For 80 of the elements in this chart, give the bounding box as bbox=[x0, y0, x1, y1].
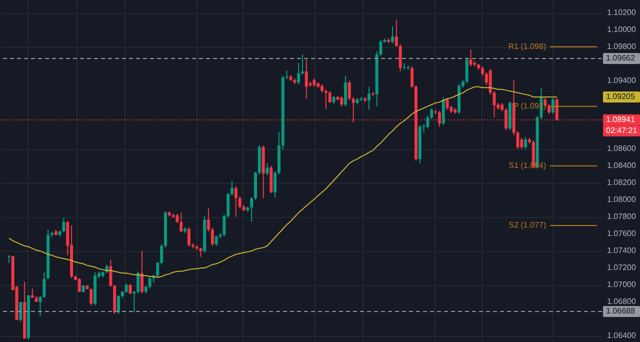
candlestick bbox=[250, 196, 254, 223]
candlestick bbox=[109, 258, 112, 288]
y-tick-label: 1.07000 bbox=[607, 280, 636, 289]
candlestick bbox=[324, 88, 328, 110]
y-tick-label: 1.09400 bbox=[607, 76, 636, 85]
candlestick bbox=[238, 196, 242, 209]
candlestick bbox=[207, 208, 210, 232]
candlestick bbox=[410, 66, 414, 88]
candlestick bbox=[394, 19, 398, 48]
candlestick bbox=[136, 270, 140, 294]
candlestick bbox=[426, 115, 430, 129]
candlestick bbox=[348, 80, 351, 101]
y-tick-label: 1.07400 bbox=[607, 246, 636, 255]
y-tick-label: 1.10200 bbox=[607, 8, 636, 17]
y-tick-label: 1.09800 bbox=[607, 42, 636, 51]
candlestick bbox=[328, 90, 332, 104]
y-tick-label: 1.08400 bbox=[607, 160, 636, 170]
candlestick bbox=[156, 262, 160, 278]
candlestick bbox=[7, 254, 10, 264]
candlestick bbox=[78, 278, 81, 292]
candlestick bbox=[446, 97, 449, 110]
candlestick bbox=[390, 26, 394, 44]
candlestick bbox=[124, 282, 128, 294]
candlestick bbox=[398, 44, 402, 72]
candlestick bbox=[340, 96, 344, 107]
candlestick bbox=[176, 213, 179, 224]
ref-line-label: 1.09662 bbox=[606, 54, 636, 63]
y-tick-label: 1.08600 bbox=[607, 144, 636, 153]
candlestick bbox=[266, 162, 269, 176]
candlestick bbox=[234, 186, 238, 218]
candlestick bbox=[226, 192, 230, 218]
candlestick bbox=[304, 59, 308, 100]
candlestick bbox=[38, 296, 42, 317]
candlestick bbox=[30, 288, 34, 298]
candlestick bbox=[300, 54, 304, 76]
ref-line-label: 1.08941 bbox=[606, 114, 636, 124]
candlestick bbox=[180, 212, 183, 233]
candlestick bbox=[222, 214, 226, 238]
candlestick bbox=[469, 48, 472, 67]
text: 1.09205 bbox=[606, 92, 636, 101]
candlestick bbox=[442, 96, 445, 126]
y-tick-label: 1.06400 bbox=[607, 331, 636, 340]
candlestick bbox=[488, 68, 492, 95]
candlestick bbox=[430, 108, 434, 120]
candlestick bbox=[297, 62, 300, 85]
candlestick bbox=[368, 86, 371, 110]
candlestick bbox=[344, 75, 348, 107]
candlestick bbox=[524, 136, 528, 150]
ref-line-label: S2 (1.077) bbox=[508, 220, 546, 230]
candlestick bbox=[210, 228, 214, 246]
y-tick-label: 1.07200 bbox=[607, 262, 636, 272]
y-tick-label: 1.07800 bbox=[607, 212, 636, 221]
candlestick bbox=[90, 288, 93, 306]
candlestick bbox=[132, 290, 136, 313]
candlestick bbox=[492, 90, 496, 118]
candlestick bbox=[548, 103, 551, 114]
candlestick bbox=[199, 247, 202, 258]
y-tick-label: 1.10000 bbox=[607, 24, 636, 34]
candlestick bbox=[117, 294, 120, 314]
candlestick bbox=[465, 57, 468, 84]
candlestick bbox=[274, 170, 277, 198]
candlestick bbox=[42, 272, 46, 298]
candlestick bbox=[128, 284, 132, 295]
candlestick bbox=[62, 217, 66, 233]
candlestick bbox=[140, 250, 144, 294]
candlestick bbox=[187, 226, 190, 248]
y-tick-label: 1.08000 bbox=[607, 194, 636, 204]
candlestick bbox=[481, 66, 484, 76]
ref-line-label: 1.06688 bbox=[606, 306, 636, 316]
text: 02:47:21 bbox=[606, 126, 638, 135]
y-tick-label: 1.08200 bbox=[607, 178, 636, 187]
candlestick bbox=[551, 97, 554, 114]
ref-line-label: R1 (1.098) bbox=[508, 42, 546, 51]
candlestick bbox=[214, 235, 218, 246]
y-tick-label: 1.06800 bbox=[607, 297, 636, 306]
candlestick bbox=[160, 244, 164, 266]
candlestick bbox=[230, 180, 234, 196]
candlestick bbox=[148, 276, 152, 289]
candlestick bbox=[19, 302, 22, 322]
y-tick-label: 1.07600 bbox=[607, 228, 636, 238]
